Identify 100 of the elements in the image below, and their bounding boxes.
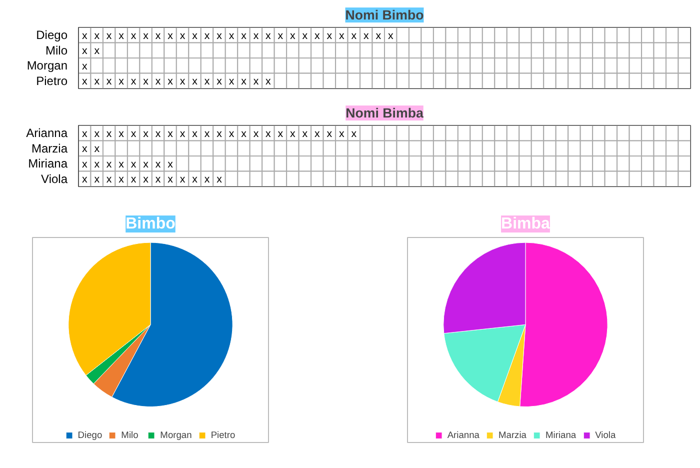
text: x [94, 76, 100, 88]
text: x [180, 30, 186, 42]
legend-label: Viola [595, 430, 616, 440]
legend-label: Diego [78, 430, 102, 440]
text: x [94, 143, 100, 156]
text: x [241, 30, 246, 42]
chart-title: Bimba [501, 216, 550, 232]
text: x [363, 30, 369, 42]
text: x [106, 76, 112, 88]
text: x [168, 30, 173, 42]
text: x [130, 158, 136, 170]
legend-label: Milo [121, 430, 140, 440]
y-tick-label: Diego [36, 28, 68, 42]
text: x [143, 30, 148, 42]
text: x [192, 128, 198, 140]
text: x [82, 60, 88, 72]
text: x [82, 76, 88, 88]
text: x [266, 30, 271, 42]
text: x [302, 30, 308, 42]
text: x [168, 128, 173, 140]
text: x [204, 174, 210, 186]
text: x [228, 76, 234, 88]
text: x [326, 30, 332, 42]
text: x [216, 76, 222, 88]
text: x [82, 143, 88, 156]
text: x [253, 128, 259, 140]
text: x [82, 30, 88, 42]
legend-label: Marzia [498, 430, 526, 440]
text: x [204, 76, 210, 88]
text: x [266, 128, 271, 140]
text: x [204, 30, 210, 42]
text: x [118, 76, 124, 88]
chart-title: Nomi Bimba [346, 106, 424, 120]
text: x [155, 128, 161, 140]
text: x [168, 76, 173, 88]
legend-label: Pietro [210, 430, 236, 440]
text: x [180, 76, 186, 88]
text: x [338, 128, 344, 140]
text: x [94, 30, 100, 42]
text: x [94, 128, 100, 140]
text: x [278, 128, 284, 140]
chart-title: Nomi Bimbo [345, 8, 424, 22]
text: x [155, 30, 161, 42]
text: x [314, 128, 320, 140]
text: x [118, 158, 124, 170]
text: x [241, 128, 246, 140]
text: x [168, 174, 173, 186]
text: x [351, 128, 357, 140]
text: x [106, 158, 112, 170]
text: x [130, 174, 136, 186]
text: x [180, 174, 186, 186]
text: x [94, 174, 100, 186]
y-tick-label: Morgan [26, 58, 68, 73]
text: x [204, 128, 210, 140]
text: x [82, 174, 88, 186]
legend-label: Miriana [545, 430, 576, 440]
text: x [192, 174, 198, 186]
text: x [302, 128, 308, 140]
text: x [266, 76, 271, 88]
text: x [290, 128, 296, 140]
text: x [228, 128, 234, 140]
text: x [143, 174, 148, 186]
text: x [253, 30, 259, 42]
text: x [143, 158, 148, 170]
text: x [216, 174, 222, 186]
text: x [168, 158, 173, 170]
text: x [130, 128, 136, 140]
chart-title: Bimbo [126, 216, 176, 232]
text: x [82, 158, 88, 170]
text: x [155, 76, 161, 88]
y-tick-label: Viola [41, 172, 68, 186]
y-tick-label: Arianna [26, 126, 68, 140]
text: x [143, 76, 148, 88]
legend-label: Morgan [160, 430, 192, 440]
text: x [192, 76, 198, 88]
text: x [351, 30, 357, 42]
y-tick-label: Miriana [28, 156, 68, 171]
text: x [155, 158, 161, 170]
text: x [106, 30, 112, 42]
text: x [106, 128, 112, 140]
y-tick-label: Pietro [36, 74, 68, 88]
text: x [228, 30, 234, 42]
text: x [314, 30, 320, 42]
y-tick-label: Milo [46, 43, 68, 58]
text: x [338, 30, 344, 42]
text: x [326, 128, 332, 140]
text: x [253, 76, 259, 88]
text: x [106, 174, 112, 186]
text: x [388, 30, 394, 42]
text: x [376, 30, 382, 42]
text: x [155, 174, 161, 186]
y-tick-label: Marzia [31, 141, 68, 156]
text: x [94, 158, 100, 170]
text: x [216, 128, 222, 140]
text: x [241, 76, 246, 88]
text: x [118, 174, 124, 186]
text: x [118, 30, 124, 42]
text: x [290, 30, 296, 42]
text: x [192, 30, 198, 42]
text: x [143, 128, 148, 140]
